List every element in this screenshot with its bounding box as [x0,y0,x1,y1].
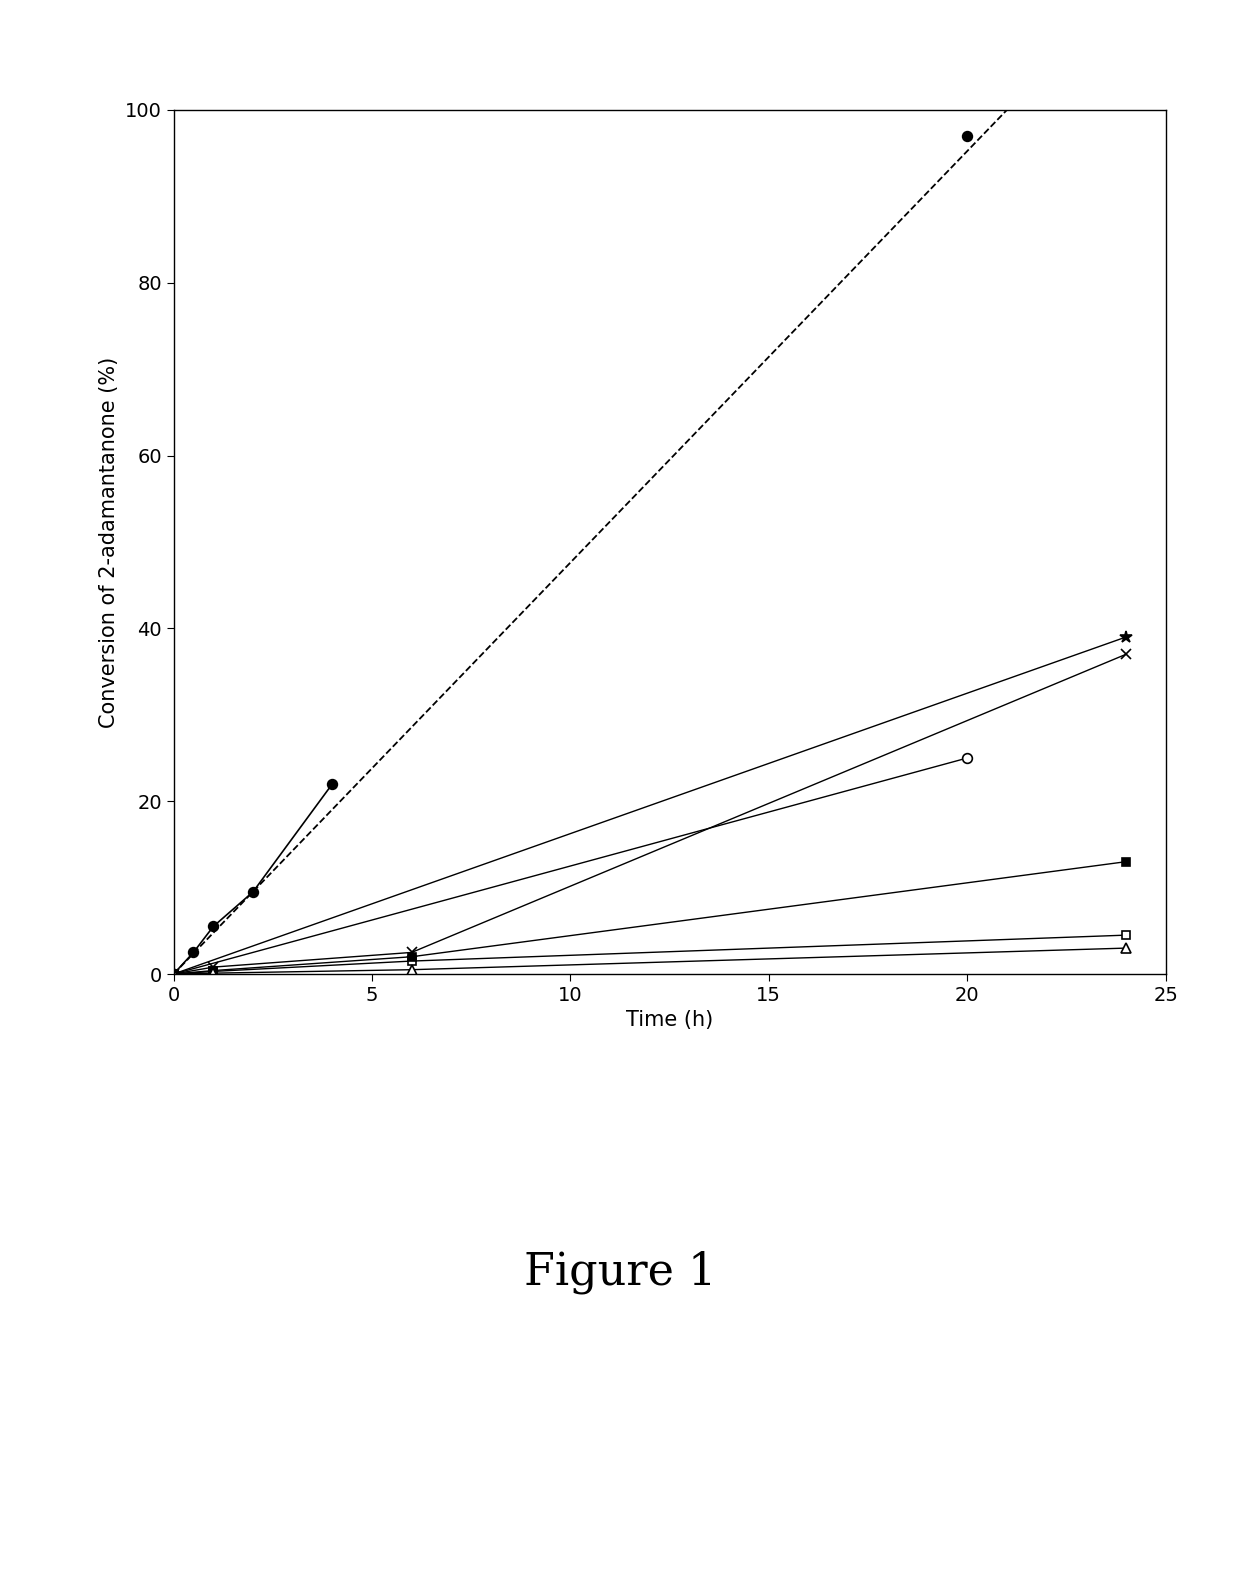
X-axis label: Time (h): Time (h) [626,1010,713,1031]
Text: Figure 1: Figure 1 [523,1251,717,1295]
Y-axis label: Conversion of 2-adamantanone (%): Conversion of 2-adamantanone (%) [99,357,119,727]
